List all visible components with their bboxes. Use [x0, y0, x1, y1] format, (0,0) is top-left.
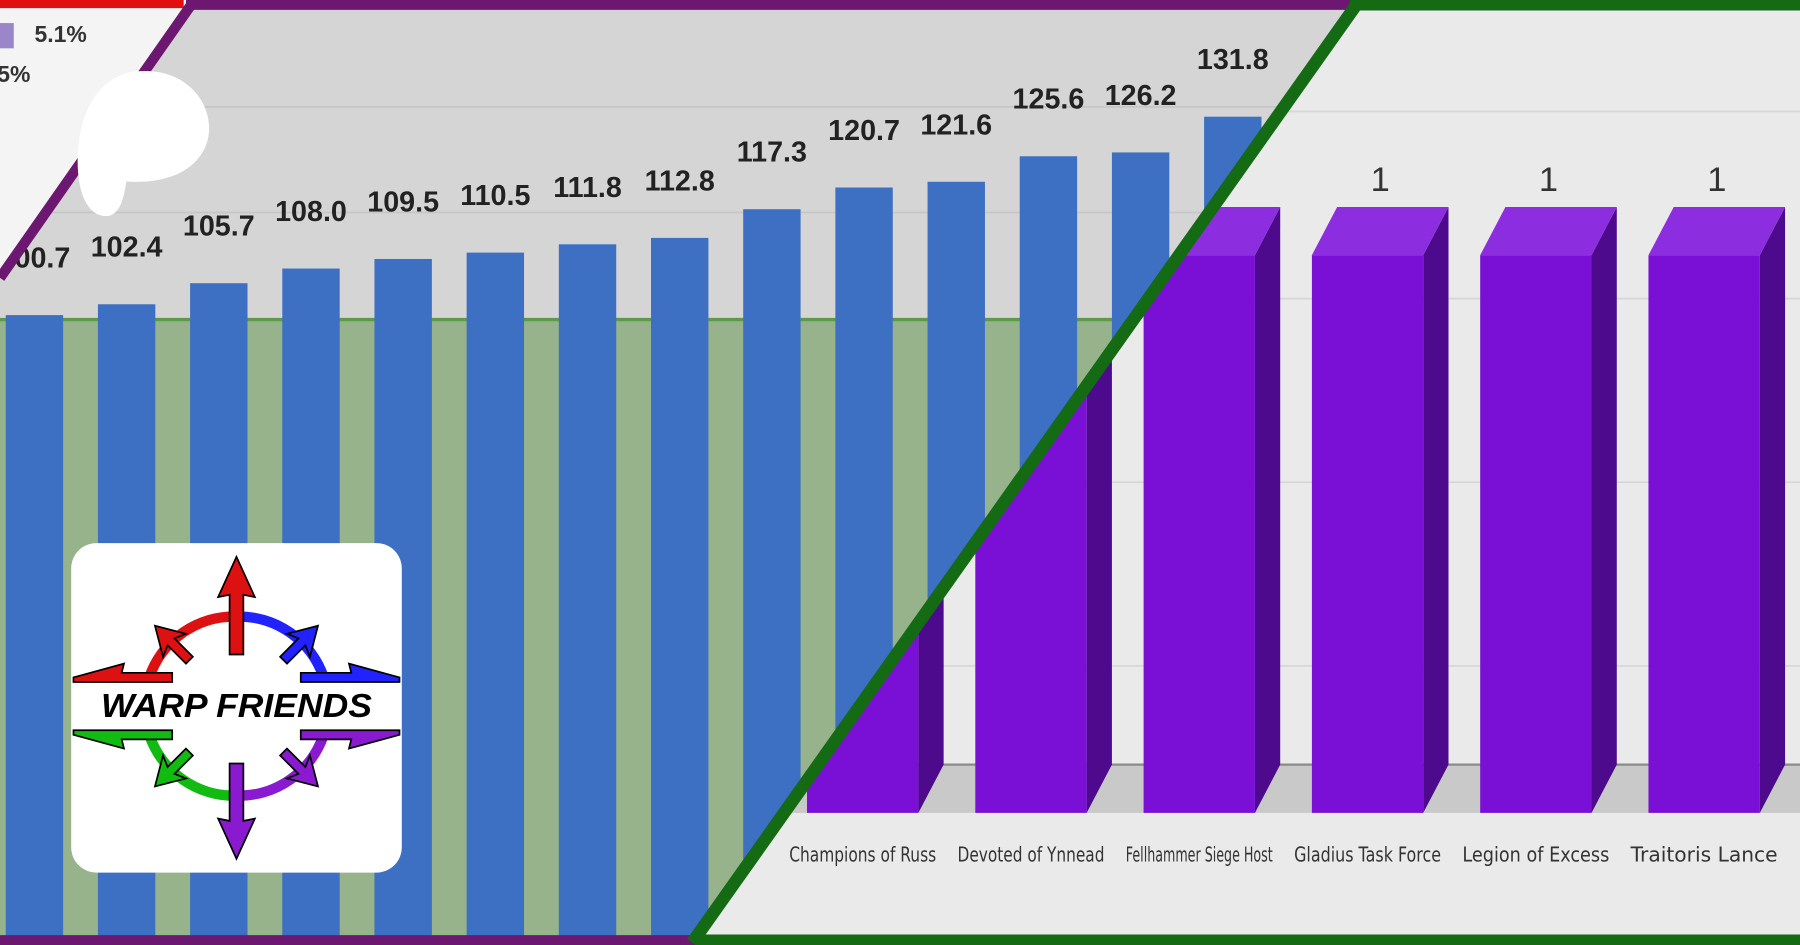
logo-arrow — [278, 747, 320, 788]
logo-arrow — [216, 554, 257, 656]
data-label: 1 — [1539, 161, 1558, 199]
logo-arrow — [153, 624, 195, 665]
data-label: 111.8 — [553, 172, 622, 204]
logo: WARP FRIENDS — [71, 543, 402, 873]
x-tick-label: Fellhammer Siege Host — [1126, 842, 1273, 866]
data-label: 1 — [1707, 161, 1726, 199]
bar — [5, 315, 64, 936]
logo-arrow — [299, 662, 401, 683]
bar-top — [1480, 206, 1617, 256]
logo-arrow — [72, 729, 174, 750]
data-label: 120.7 — [828, 115, 900, 147]
logo-arrow — [278, 624, 320, 665]
logo-arrow — [153, 747, 195, 788]
data-label: 109.5 — [367, 186, 439, 218]
x-tick-label: Champions of Russ — [789, 842, 936, 866]
bar — [1311, 255, 1424, 813]
logo-text: WARP FRIENDS — [101, 688, 372, 725]
bar-side — [1591, 206, 1617, 813]
bar — [558, 244, 617, 936]
x-tick-label: Traitoris Lance — [1630, 842, 1778, 866]
data-label: 108.0 — [275, 196, 347, 228]
bar — [651, 237, 709, 936]
data-label: 125.6 — [1013, 84, 1085, 116]
data-label: 131.8 — [1197, 44, 1269, 76]
data-label: 112.8 — [645, 165, 715, 197]
bar-side — [1759, 206, 1786, 813]
bar-side — [1254, 206, 1281, 813]
legend-label: .5% — [0, 61, 30, 87]
logo-arrow — [216, 762, 257, 861]
bar — [1480, 255, 1592, 813]
brand-icon — [77, 70, 210, 217]
bar — [1143, 255, 1255, 813]
data-label: 105.7 — [183, 211, 255, 243]
bar-top — [1648, 206, 1786, 256]
data-label: 110.5 — [460, 180, 530, 212]
bar-side — [1423, 206, 1449, 813]
x-tick-label: Devoted of Ynnead — [958, 842, 1105, 866]
logo-arrow — [299, 729, 401, 750]
data-label: 102.4 — [91, 232, 163, 264]
x-tick-label: Legion of Excess — [1462, 842, 1609, 866]
data-label: 126.2 — [1105, 80, 1177, 112]
x-tick-label: Gladius Task Force — [1294, 842, 1441, 866]
frame-line — [687, 0, 1364, 945]
bar — [1648, 255, 1760, 813]
data-label: 121.6 — [920, 109, 992, 141]
bar-top — [1311, 206, 1449, 256]
logo-arrow — [72, 662, 174, 683]
bar — [466, 252, 525, 936]
data-label: 1 — [1371, 161, 1390, 199]
legend-swatch — [0, 23, 14, 49]
logo-band — [91, 688, 382, 726]
legend-label: 5.1% — [34, 21, 86, 47]
data-label: 117.3 — [737, 137, 807, 169]
